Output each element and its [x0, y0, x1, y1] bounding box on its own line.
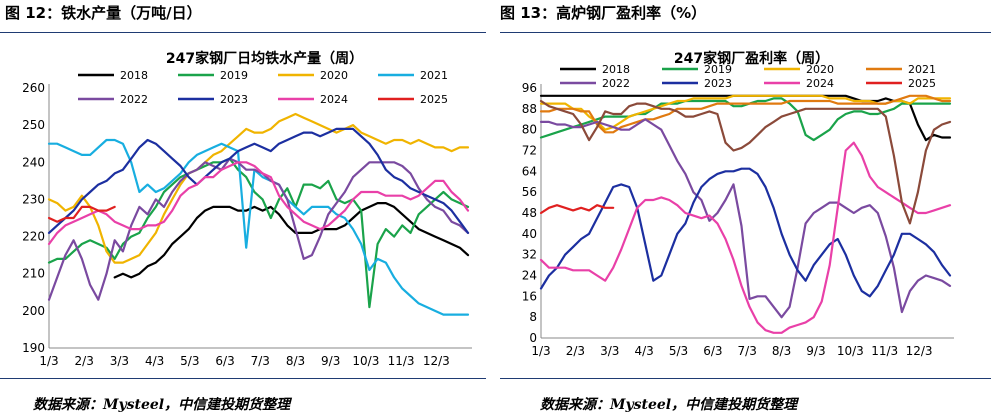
iron-legend-label: 2024	[320, 93, 348, 106]
profit-x-tick-label: 10/3	[837, 344, 864, 358]
profit-y-tick-label: 16	[522, 289, 537, 303]
iron-y-tick-label: 200	[22, 304, 45, 318]
profit-chart-title: 247家钢厂盈利率（周）	[674, 50, 829, 67]
iron-chart: 190 200 210 220 230 240 250 260 1/3 2/3 3/3 4/3 5/3 6…	[22, 50, 472, 368]
profit-x-tick-label: 11/3	[871, 344, 898, 358]
left-figure-title: 图 12：铁水产量（万吨/日）	[5, 4, 202, 22]
iron-series-line-6	[47, 161, 470, 246]
profit-x-tick-label: 4/3	[634, 344, 653, 358]
profit-y-tick-label: 32	[522, 248, 537, 262]
profit-series-line-6	[539, 141, 952, 334]
iron-series-line-7	[47, 205, 116, 223]
profit-legend-label: 2018	[602, 63, 630, 76]
left-source-note: 数据来源：Mysteel，中信建投期货整理	[33, 397, 291, 413]
iron-x-tick-label: 9/3	[321, 354, 340, 368]
profit-x-tick-label: 8/3	[772, 344, 791, 358]
profit-x-tick-label: 1/3	[531, 344, 550, 358]
profit-x-tick-label: 5/3	[669, 344, 688, 358]
iron-legend-label: 2018	[120, 69, 148, 82]
iron-x-tick-label: 11/3	[388, 354, 415, 368]
iron-x-tick-label: 4/3	[145, 354, 164, 368]
iron-legend-label: 2021	[420, 69, 448, 82]
iron-x-tick-label: 8/3	[286, 354, 305, 368]
iron-x-tick-label: 7/3	[251, 354, 270, 368]
profit-y-tick-label: 56	[522, 185, 537, 199]
iron-x-tick-label: 6/3	[215, 354, 234, 368]
iron-chart-title: 247家钢厂日均铁水产量（周）	[166, 50, 363, 67]
iron-x-tick-label: 12/3	[423, 354, 450, 368]
iron-x-tick-label: 3/3	[110, 354, 129, 368]
profit-chart: 0 8 16 24 32 40 48 56 64 72 80 88 96 1/3 2/3 3/3 4/3 5/3 6…	[522, 50, 954, 358]
iron-series-line-5	[47, 127, 470, 234]
profit-series-line-8	[539, 99, 952, 225]
profit-legend-label: 2022	[602, 77, 630, 90]
iron-y-tick-label: 210	[22, 267, 45, 281]
profit-legend-label: 2024	[806, 77, 834, 90]
profit-y-tick-label: 40	[522, 227, 537, 241]
iron-y-tick-label: 230	[22, 192, 45, 206]
iron-series-line-2	[47, 112, 470, 264]
iron-y-tick-label: 260	[22, 81, 45, 95]
profit-y-tick-label: 48	[522, 206, 537, 220]
profit-series-line-4	[539, 118, 952, 319]
iron-legend-label: 2019	[220, 69, 248, 82]
iron-series-line-0	[113, 202, 470, 279]
profit-legend-label: 2023	[704, 77, 732, 90]
iron-x-tick-label: 5/3	[180, 354, 199, 368]
right-figure-title: 图 13：高炉钢厂盈利率（%）	[500, 4, 707, 22]
profit-x-tick-label: 3/3	[600, 344, 619, 358]
profit-legend-label: 2025	[908, 77, 936, 90]
profit-legend-label: 2019	[704, 63, 732, 76]
profit-series-line-3	[539, 94, 952, 134]
iron-y-tick-label: 220	[22, 230, 45, 244]
profit-y-tick-label: 8	[529, 310, 537, 324]
left-bottom-rule	[0, 378, 486, 379]
profit-y-tick-label: 80	[522, 123, 537, 137]
right-bottom-rule	[500, 378, 991, 379]
profit-x-tick-label: 9/3	[806, 344, 825, 358]
iron-legend-label: 2022	[120, 93, 148, 106]
profit-x-tick-label: 12/3	[906, 344, 933, 358]
iron-y-tick-label: 240	[22, 155, 45, 169]
profit-legend-label: 2021	[908, 63, 936, 76]
profit-series-line-7	[539, 204, 615, 215]
profit-y-tick-label: 24	[522, 269, 537, 283]
iron-x-tick-label: 2/3	[75, 354, 94, 368]
iron-series-line-4	[47, 157, 470, 301]
right-title-rule	[500, 32, 991, 33]
iron-x-tick-label: 1/3	[39, 354, 58, 368]
profit-series-line-5	[539, 167, 952, 298]
iron-legend-label: 2023	[220, 93, 248, 106]
profit-y-tick-label: 72	[522, 144, 537, 158]
profit-y-tick-label: 96	[522, 81, 537, 95]
iron-x-tick-label: 10/3	[352, 354, 379, 368]
profit-y-tick-label: 88	[522, 102, 537, 116]
profit-x-tick-label: 6/3	[703, 344, 722, 358]
profit-y-tick-label: 0	[529, 331, 537, 345]
iron-y-tick-label: 250	[22, 118, 45, 132]
profit-legend-label: 2020	[806, 63, 834, 76]
left-title-rule	[0, 32, 486, 33]
iron-legend-label: 2025	[420, 93, 448, 106]
iron-series-line-1	[47, 157, 470, 309]
iron-series-line-3	[47, 138, 470, 316]
iron-legend-label: 2020	[320, 69, 348, 82]
profit-x-tick-label: 2/3	[566, 344, 585, 358]
profit-y-tick-label: 64	[522, 164, 537, 178]
iron-y-tick-label: 190	[22, 341, 45, 355]
profit-x-tick-label: 7/3	[738, 344, 757, 358]
right-source-note: 数据来源：Mysteel，中信建投期货整理	[540, 397, 798, 413]
